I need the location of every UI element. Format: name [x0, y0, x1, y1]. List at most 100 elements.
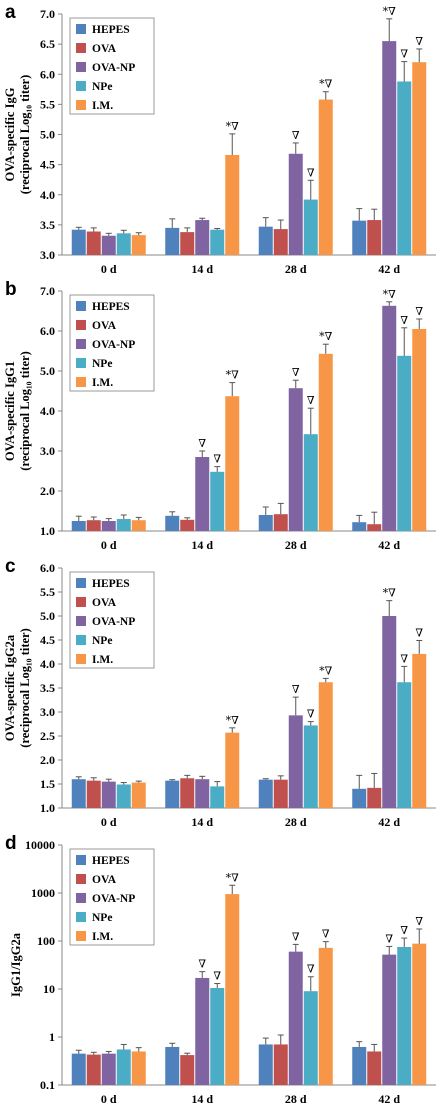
bar: [352, 788, 367, 808]
x-category-label: 42 d: [378, 1092, 400, 1106]
bar: [195, 220, 210, 255]
panel-d: d 0.1 1 10 100 1000 10000 IgG1/IgG2a 0 d 14 d 28 …: [5, 833, 436, 1106]
legend-label: I.M.: [92, 377, 113, 389]
legend-swatch: [76, 893, 86, 903]
significance-marker: ∇: [400, 924, 408, 937]
legend-swatch: [76, 654, 86, 664]
bar: [210, 229, 225, 255]
significance-marker: ∇: [415, 626, 423, 639]
significance-marker: ∇: [292, 129, 300, 142]
significance-marker: ∇: [415, 305, 423, 318]
bar: [131, 782, 146, 808]
y-tick-label: 6.0: [40, 67, 55, 81]
y-tick-label: 5.5: [40, 97, 55, 111]
legend-label: OVA-NP: [92, 893, 135, 905]
legend-swatch: [76, 597, 86, 607]
legend-label: OVA: [92, 874, 117, 886]
bar: [180, 519, 195, 531]
significance-marker: *∇: [383, 288, 397, 301]
bar: [195, 779, 210, 808]
x-category-label: 28 d: [285, 538, 307, 552]
x-category-label: 14 d: [191, 815, 213, 829]
y-tick-label: 2.0: [40, 484, 55, 498]
x-category-label: 0 d: [101, 815, 117, 829]
x-category-label: 28 d: [285, 815, 307, 829]
panel-a-letter: a: [5, 2, 16, 23]
bar: [180, 778, 195, 808]
y-tick-label: 6.5: [40, 37, 55, 51]
bar: [412, 329, 427, 531]
bar: [352, 220, 367, 255]
y-axis-title: IgG1/IgG2a: [9, 932, 23, 997]
bar: [71, 1053, 86, 1085]
legend-swatch: [76, 855, 86, 865]
x-category-label: 42 d: [378, 538, 400, 552]
y-axis-title: OVA-specific IgG2a: [3, 634, 17, 741]
y-tick-label: 3.0: [40, 444, 55, 458]
bar: [71, 229, 86, 255]
bar: [397, 81, 412, 255]
significance-marker: ∇: [415, 915, 423, 928]
significance-marker: *∇: [226, 871, 240, 884]
significance-marker: ∇: [322, 928, 330, 941]
bar: [225, 396, 240, 531]
significance-marker: *∇: [319, 664, 333, 677]
bar: [180, 1055, 195, 1085]
bar: [86, 1054, 101, 1085]
bar: [101, 235, 116, 255]
bar: [225, 154, 240, 255]
legend-label: OVA: [92, 43, 117, 55]
bar: [397, 682, 412, 808]
significance-marker: ∇: [213, 453, 221, 466]
x-category-label: 0 d: [101, 1092, 117, 1106]
legend-swatch: [76, 912, 86, 922]
legend-label: HEPES: [92, 301, 130, 313]
x-category-label: 14 d: [191, 1092, 213, 1106]
y-tick-label: 7.0: [40, 7, 55, 21]
bar: [195, 977, 210, 1085]
legend-label: I.M.: [92, 931, 113, 943]
bar: [397, 946, 412, 1085]
legend-swatch: [76, 24, 86, 34]
bar: [86, 520, 101, 531]
bar: [412, 62, 427, 256]
bar: [86, 231, 101, 255]
y-tick-label: 6.0: [40, 561, 55, 575]
significance-marker: ∇: [400, 652, 408, 665]
y-axis-title: (reciprocal Log₁₀ titer): [18, 628, 32, 748]
panel-c-letter: c: [5, 556, 16, 577]
legend-swatch: [76, 377, 86, 387]
bar: [303, 991, 318, 1085]
bar: [318, 947, 333, 1085]
significance-marker: *∇: [226, 369, 240, 382]
legend-label: HEPES: [92, 578, 130, 590]
bar: [165, 1046, 180, 1085]
bar: [352, 522, 367, 531]
bar: [101, 1053, 116, 1085]
x-category-label: 0 d: [101, 262, 117, 276]
panel-c: c 1.0 1.5 2.0 2.5 3.0 3.5 4.0 4.5 5.0 5.5 6.0 OVA-s…: [3, 556, 436, 829]
significance-marker: ∇: [307, 166, 315, 179]
legend-label: HEPES: [92, 24, 130, 36]
significance-marker: *∇: [383, 5, 397, 18]
y-tick-label: 4.0: [40, 188, 55, 202]
legend-label: HEPES: [92, 855, 130, 867]
bar: [225, 732, 240, 808]
legend-swatch: [76, 931, 86, 941]
bar: [367, 1051, 382, 1085]
y-tick-label: 10: [43, 982, 55, 996]
bar: [131, 1051, 146, 1085]
significance-marker: ∇: [400, 314, 408, 327]
y-tick-label: 1.0: [40, 801, 55, 815]
legend-label: OVA-NP: [92, 339, 135, 351]
significance-marker: ∇: [292, 930, 300, 943]
significance-marker: ∇: [292, 683, 300, 696]
y-axis-title: OVA-specific IgG1: [3, 361, 17, 461]
bar: [303, 434, 318, 531]
legend-swatch: [76, 81, 86, 91]
significance-marker: ∇: [292, 366, 300, 379]
legend-swatch: [76, 578, 86, 588]
y-tick-label: 7.0: [40, 284, 55, 298]
y-tick-label: 10000: [25, 838, 55, 852]
significance-marker: *∇: [319, 78, 333, 91]
